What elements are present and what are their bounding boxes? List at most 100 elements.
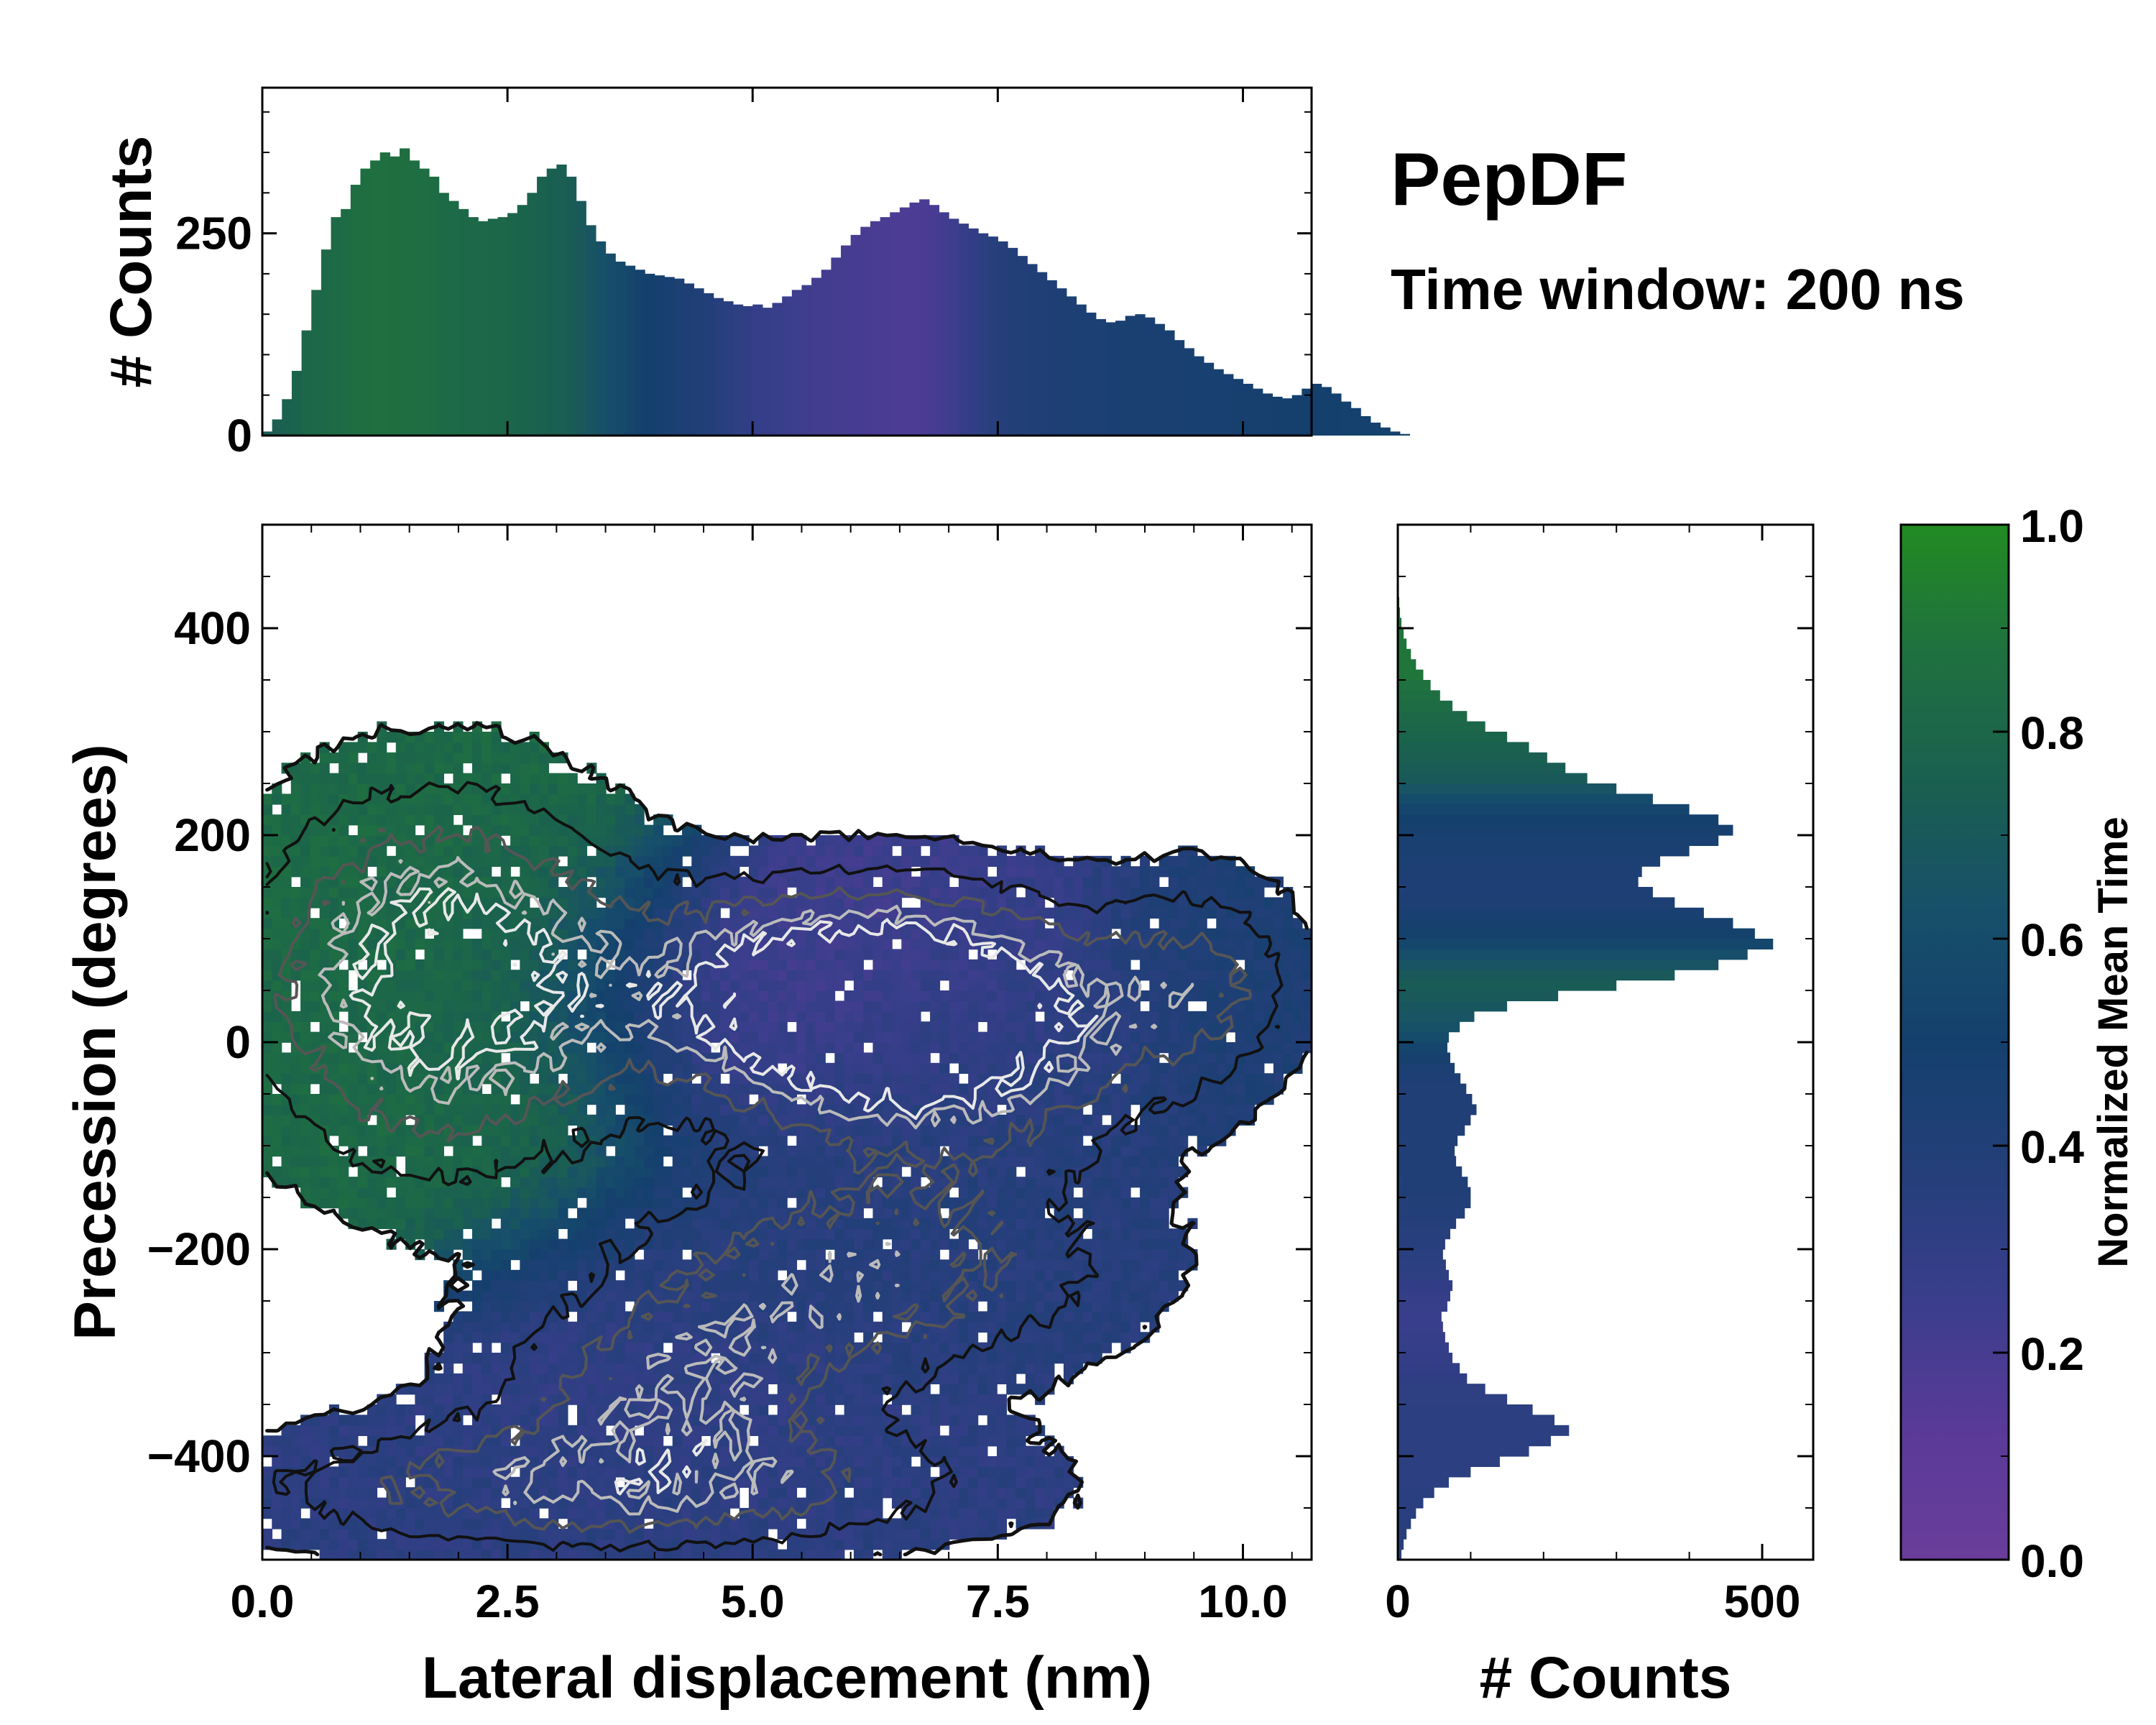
- joint-density-cell: [357, 1425, 368, 1436]
- joint-density-cell: [1130, 1280, 1141, 1292]
- joint-density-cell: [433, 1052, 444, 1064]
- joint-density-cell: [548, 1187, 559, 1198]
- joint-density-cell: [558, 1342, 568, 1353]
- joint-density-cell: [777, 980, 788, 991]
- joint-density-cell: [720, 1518, 731, 1530]
- joint-density-cell: [1054, 1238, 1064, 1250]
- joint-density-cell: [328, 1156, 339, 1167]
- joint-density-cell: [834, 1425, 845, 1436]
- top-histogram-bar: [664, 277, 675, 436]
- joint-density-cell: [491, 1404, 502, 1416]
- joint-density-cell: [1054, 1083, 1064, 1095]
- joint-density-cell: [625, 1497, 635, 1509]
- joint-density-cell: [710, 1497, 721, 1509]
- joint-density-cell: [328, 1425, 339, 1436]
- joint-density-cell: [1035, 1269, 1046, 1281]
- joint-density-cell: [911, 1290, 921, 1302]
- joint-density-cell: [863, 1000, 874, 1012]
- joint-density-cell: [911, 1518, 921, 1530]
- joint-density-cell: [930, 1528, 941, 1540]
- joint-density-cell: [443, 1197, 454, 1209]
- joint-density-cell: [586, 1177, 597, 1188]
- joint-density-cell: [968, 1031, 979, 1043]
- joint-density-cell: [424, 1156, 435, 1167]
- joint-density-cell: [758, 1445, 769, 1457]
- joint-density-cell: [1149, 980, 1160, 991]
- joint-density-cell: [1025, 1187, 1036, 1198]
- top-histogram-bar: [390, 156, 400, 436]
- joint-density-cell: [538, 1353, 549, 1364]
- joint-density-cell: [758, 1166, 769, 1177]
- joint-density-cell: [748, 970, 759, 981]
- joint-density-cell: [567, 1146, 578, 1157]
- joint-density-cell: [1245, 1021, 1256, 1033]
- joint-density-cell: [1168, 1125, 1179, 1136]
- joint-density-cell: [643, 1456, 654, 1468]
- joint-density-cell: [634, 1228, 645, 1240]
- joint-density-cell: [844, 1238, 854, 1250]
- top-histogram-bar: [762, 308, 773, 436]
- joint-density-cell: [1025, 1269, 1036, 1281]
- joint-density-cell: [1111, 1094, 1122, 1105]
- joint-density-cell: [758, 1549, 769, 1560]
- joint-density-cell: [853, 1021, 864, 1033]
- joint-density-cell: [472, 1497, 483, 1509]
- joint-density-cell: [815, 1487, 826, 1499]
- joint-density-cell: [710, 990, 721, 1002]
- joint-density-cell: [625, 1197, 635, 1209]
- joint-density-cell: [939, 1487, 950, 1499]
- joint-density-cell: [567, 1456, 578, 1468]
- top-histogram-bar: [566, 176, 577, 436]
- joint-density-cell: [491, 1539, 502, 1550]
- joint-density-cell: [958, 1083, 969, 1095]
- joint-density-cell: [548, 1425, 559, 1436]
- joint-density-cell: [605, 1062, 616, 1074]
- joint-density-cell: [300, 1031, 311, 1043]
- joint-density-cell: [968, 1425, 979, 1436]
- joint-density-cell: [529, 1114, 540, 1126]
- joint-density-cell: [328, 1000, 339, 1012]
- joint-density-cell: [1044, 970, 1055, 981]
- joint-density-cell: [510, 1311, 521, 1322]
- joint-density-cell: [863, 1476, 874, 1488]
- joint-density-cell: [739, 1476, 750, 1488]
- joint-density-cell: [634, 1435, 645, 1447]
- joint-density-cell: [615, 1301, 626, 1312]
- joint-density-cell: [482, 1125, 492, 1136]
- joint-density-cell: [529, 1528, 540, 1540]
- joint-density-cell: [548, 1042, 559, 1054]
- joint-density-cell: [663, 1249, 673, 1261]
- joint-density-cell: [520, 1197, 530, 1209]
- joint-density-cell: [433, 1021, 444, 1033]
- joint-density-cell: [758, 1021, 769, 1033]
- joint-density-cell: [491, 1238, 502, 1250]
- joint-density-cell: [482, 1228, 492, 1240]
- joint-density-cell: [319, 1021, 330, 1033]
- joint-density-cell: [1158, 1218, 1169, 1229]
- joint-density-cell: [577, 1466, 588, 1478]
- joint-density-cell: [701, 1208, 711, 1219]
- joint-density-cell: [482, 1518, 492, 1530]
- joint-density-cell: [691, 1114, 702, 1126]
- joint-density-cell: [433, 1394, 444, 1405]
- joint-density-cell: [586, 1425, 597, 1436]
- joint-density-cell: [634, 1259, 645, 1271]
- joint-density-cell: [977, 1487, 988, 1499]
- joint-density-cell: [911, 1135, 921, 1146]
- joint-density-cell: [558, 1487, 568, 1499]
- joint-density-cell: [682, 1104, 693, 1116]
- joint-density-cell: [500, 1301, 511, 1312]
- joint-density-cell: [901, 1249, 912, 1261]
- joint-density-cell: [472, 1280, 483, 1292]
- joint-density-cell: [930, 1435, 941, 1447]
- joint-density-cell: [1273, 1042, 1284, 1054]
- joint-density-cell: [1235, 1031, 1245, 1043]
- joint-density-cell: [328, 1062, 339, 1074]
- joint-density-cell: [1207, 1021, 1217, 1033]
- joint-density-cell: [768, 1394, 778, 1405]
- joint-density-cell: [1130, 1011, 1141, 1022]
- joint-density-cell: [386, 980, 397, 991]
- joint-density-cell: [653, 1177, 664, 1188]
- joint-density-cell: [1216, 1042, 1227, 1054]
- joint-density-cell: [796, 1269, 807, 1281]
